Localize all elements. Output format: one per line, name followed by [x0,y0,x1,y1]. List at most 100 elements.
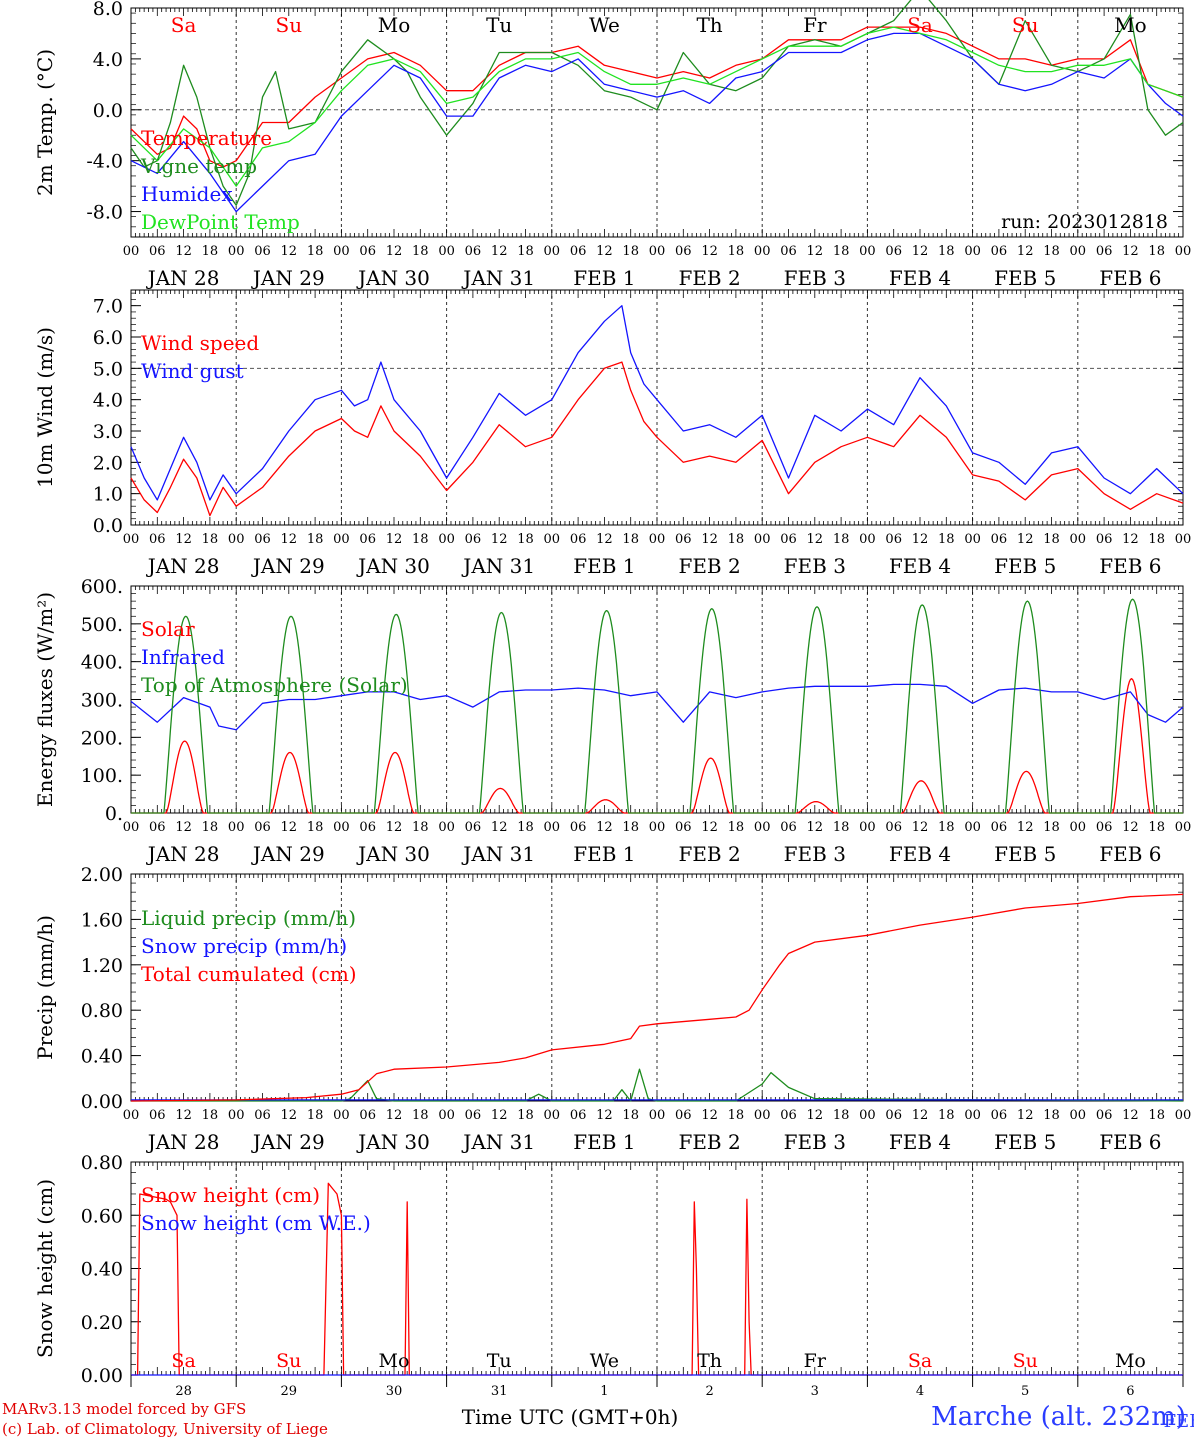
hour-tick-label: 12 [281,820,298,835]
hour-tick-label: 06 [1096,1108,1113,1123]
date-label: JAN 31 [461,842,535,866]
hour-tick-label: 12 [281,532,298,547]
hour-tick-label: 00 [228,1108,245,1123]
hour-tick-label: 18 [833,1108,850,1123]
date-label: FEB 5 [994,842,1056,866]
series-line-infrared [130,683,1184,731]
hour-tick-label: 18 [202,1108,219,1123]
hour-tick-label: 18 [728,820,745,835]
day-label-bottom: Tu [487,1350,512,1372]
date-label: JAN 29 [251,842,325,866]
hour-tick-label: 12 [912,532,929,547]
hour-tick-label: 00 [964,1108,981,1123]
day-label-bottom: Sa [171,1350,195,1372]
day-label-bottom: Mo [1115,1350,1146,1372]
hour-tick-label: 18 [622,820,639,835]
y-tick-label: 0.0 [93,100,123,122]
hour-tick-label: 12 [491,1108,508,1123]
y-tick-label: 1.60 [81,909,123,931]
model-credit: MARv3.13 model forced by GFS [2,1400,247,1418]
hour-tick-label: 06 [359,532,376,547]
y-tick-label: 100. [81,765,123,787]
hour-tick-label: 12 [912,244,929,259]
hour-tick-label: 18 [412,532,429,547]
hour-tick-label: 00 [123,532,140,547]
date-label: FEB 4 [889,554,951,578]
hour-tick-label: 00 [754,244,771,259]
y-tick-label: 0.60 [81,1205,123,1227]
hour-tick-label: 06 [254,1108,271,1123]
hour-tick-label: 00 [544,244,561,259]
hour-tick-label: 06 [780,1108,797,1123]
hour-tick-label: 12 [175,820,192,835]
series-line-temperature [130,26,1184,168]
hour-tick-label: 06 [1096,532,1113,547]
legend-entry: Total cumulated (cm) [141,962,357,986]
hour-tick-label: 00 [1070,532,1087,547]
y-tick-label: 1.20 [81,955,123,977]
hour-tick-label: 18 [833,532,850,547]
hour-tick-label: 00 [859,532,876,547]
hour-tick-label: 12 [1017,1108,1034,1123]
y-tick-label: 400. [81,652,123,674]
y-tick-label: 2.00 [81,864,123,886]
date-label: JAN 30 [356,554,430,578]
y-axis-label: 10m Wind (m/s) [33,327,57,488]
date-number: 2 [705,1384,713,1399]
x-axis-title: Time UTC (GMT+0h) [462,1405,679,1429]
date-label: FEB 1 [573,554,635,578]
day-label-bottom: Su [1013,1350,1038,1372]
hour-tick-label: 00 [544,820,561,835]
date-label: JAN 31 [461,1130,535,1154]
legend-entry: DewPoint Temp [141,210,300,234]
legend-entry: Solar [141,617,195,641]
y-tick-label: 3.0 [93,421,123,443]
hour-tick-label: 06 [254,244,271,259]
hour-tick-label: 06 [359,1108,376,1123]
month-label: FEB [1164,1411,1194,1432]
hour-tick-label: 06 [149,244,166,259]
date-label: FEB 5 [994,554,1056,578]
hour-tick-label: 18 [412,820,429,835]
hour-tick-label: 18 [517,244,534,259]
date-label: FEB 6 [1099,842,1161,866]
hour-tick-label: 12 [701,244,718,259]
day-label: Su [276,13,303,37]
date-number: 30 [386,1384,403,1399]
hour-tick-label: 00 [1175,532,1192,547]
hour-tick-label: 18 [622,244,639,259]
date-label: FEB 4 [889,1130,951,1154]
hour-tick-label: 18 [307,1108,324,1123]
hour-tick-label: 06 [991,820,1008,835]
day-label: Tu [486,13,512,37]
hour-tick-label: 12 [175,1108,192,1123]
hour-tick-label: 00 [1070,1108,1087,1123]
hour-tick-label: 12 [491,532,508,547]
legend-entry: Wind speed [141,331,259,355]
date-label: JAN 30 [356,1130,430,1154]
legend-entry: Vigne temp [140,154,257,178]
hour-tick-label: 00 [1070,820,1087,835]
hour-tick-label: 18 [833,244,850,259]
hour-tick-label: 06 [465,532,482,547]
day-label: Mo [1114,13,1147,37]
date-label: FEB 6 [1099,266,1161,290]
hour-tick-label: 06 [465,1108,482,1123]
hour-tick-label: 12 [1017,820,1034,835]
hour-tick-label: 00 [754,1108,771,1123]
y-tick-label: 600. [81,576,123,598]
hour-tick-label: 06 [359,244,376,259]
date-label: FEB 3 [784,1130,846,1154]
legend-entry: Humidex [141,182,233,206]
hour-tick-label: 00 [123,244,140,259]
hour-tick-label: 00 [754,820,771,835]
hour-tick-label: 06 [570,820,587,835]
hour-tick-label: 00 [649,532,666,547]
y-axis-label: Precip (mm/h) [33,915,57,1060]
hour-tick-label: 18 [412,244,429,259]
hour-tick-label: 00 [859,1108,876,1123]
date-number: 5 [1021,1384,1029,1399]
date-label: FEB 3 [784,842,846,866]
day-label-bottom: Sa [908,1350,932,1372]
hour-tick-label: 18 [728,1108,745,1123]
